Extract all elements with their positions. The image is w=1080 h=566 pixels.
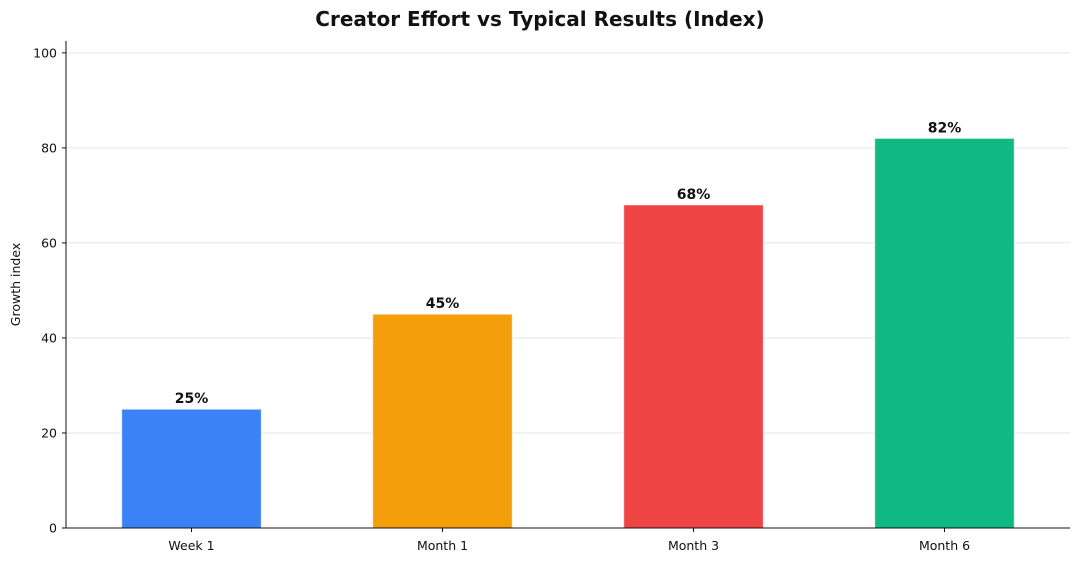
data-labels: 25% 45% 68% 82% <box>175 120 962 407</box>
y-tick-label-1: 20 <box>41 425 57 440</box>
x-tick-label-0: Week 1 <box>168 538 214 553</box>
bar-month-6 <box>874 137 1015 529</box>
y-tick-label-5: 100 <box>33 45 57 60</box>
data-label-month-1: 45% <box>426 296 460 312</box>
y-axis-label: Growth index <box>8 243 23 326</box>
bar-month-1 <box>372 313 513 529</box>
y-tick-label-3: 60 <box>41 235 57 250</box>
y-tick-label-4: 80 <box>41 140 57 155</box>
chart-title: Creator Effort vs Typical Results (Index… <box>315 7 764 31</box>
data-label-week-1: 25% <box>175 391 209 407</box>
y-tick-label-0: 0 <box>49 521 57 536</box>
bar-month-3 <box>623 204 764 529</box>
x-tick-label-1: Month 1 <box>417 538 468 553</box>
data-label-month-6: 82% <box>928 120 962 136</box>
data-label-month-3: 68% <box>677 187 711 203</box>
bar-week-1 <box>121 408 262 529</box>
y-axis-ticks: 0 20 40 60 80 100 <box>33 45 66 536</box>
x-tick-label-3: Month 6 <box>919 538 970 553</box>
y-tick-label-2: 40 <box>41 330 57 345</box>
bars <box>121 137 1015 529</box>
x-axis-ticks: Week 1 Month 1 Month 3 Month 6 <box>168 528 970 553</box>
x-tick-label-2: Month 3 <box>668 538 719 553</box>
